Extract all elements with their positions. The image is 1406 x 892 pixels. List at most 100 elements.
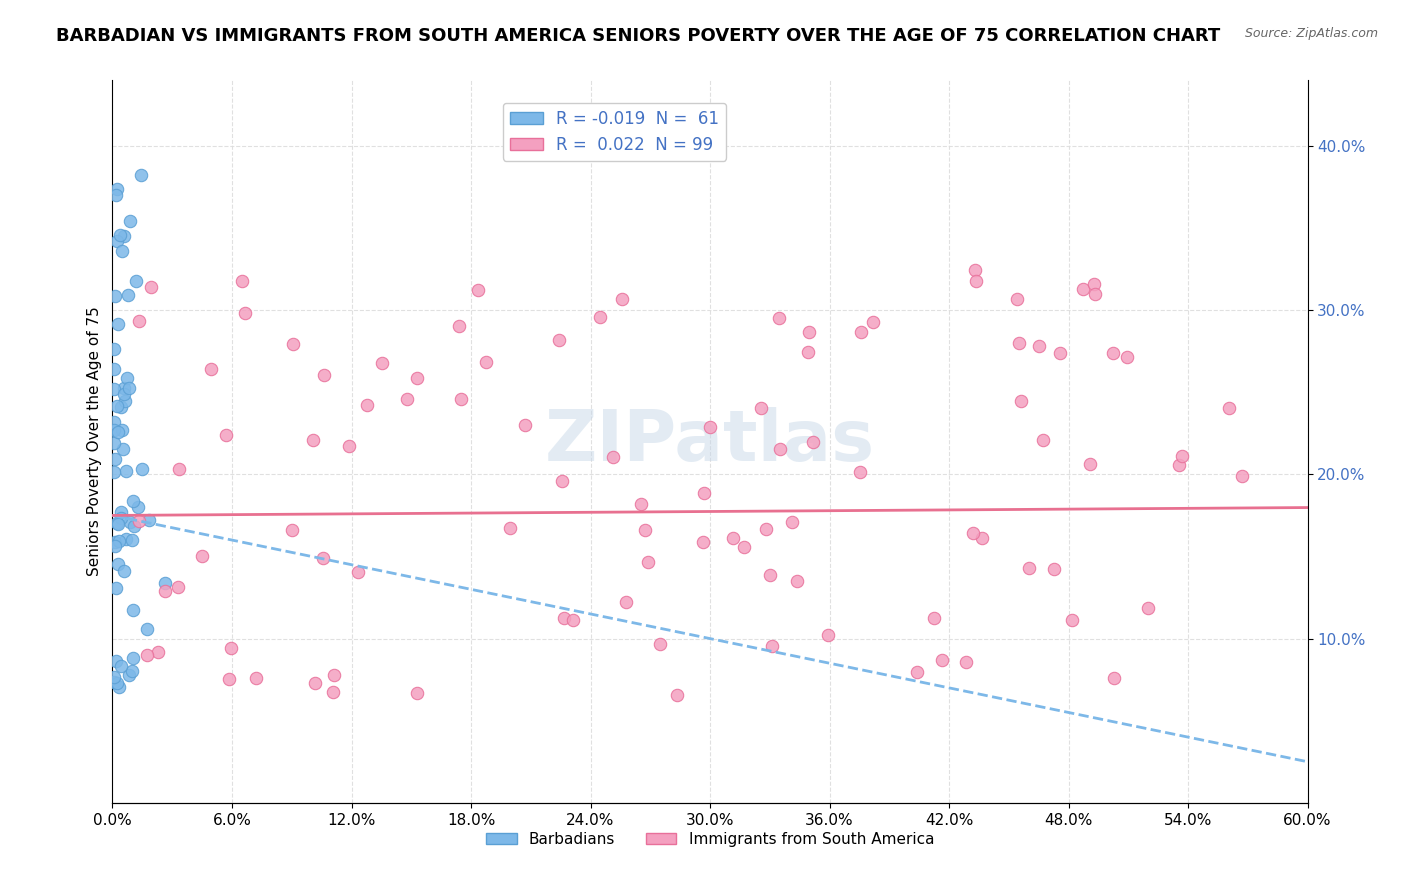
Point	[1028, 338, 1050, 352]
Point	[103, 382, 125, 396]
Point	[589, 310, 612, 324]
Point	[1032, 433, 1054, 447]
Point	[103, 436, 125, 450]
Point	[396, 392, 419, 406]
Point	[1171, 449, 1194, 463]
Point	[110, 510, 132, 524]
Point	[107, 317, 129, 331]
Point	[112, 229, 135, 244]
Point	[103, 343, 125, 357]
Point	[107, 557, 129, 571]
Point	[1071, 282, 1094, 296]
Point	[104, 451, 127, 466]
Point	[129, 168, 152, 182]
Point	[347, 565, 370, 579]
Point	[127, 500, 149, 514]
Point	[135, 648, 157, 663]
Point	[614, 595, 637, 609]
Point	[1010, 394, 1032, 409]
Point	[602, 450, 624, 464]
Point	[122, 650, 145, 665]
Point	[103, 675, 125, 690]
Point	[692, 535, 714, 549]
Point	[634, 524, 657, 538]
Point	[322, 667, 344, 681]
Point	[513, 418, 536, 433]
Point	[105, 181, 128, 195]
Point	[1137, 600, 1160, 615]
Point	[141, 280, 163, 294]
Y-axis label: Seniors Poverty Over the Age of 75: Seniors Poverty Over the Age of 75	[87, 307, 103, 576]
Point	[104, 654, 127, 668]
Point	[371, 356, 394, 370]
Point	[1062, 613, 1084, 627]
Point	[1078, 457, 1101, 471]
Point	[103, 361, 125, 376]
Point	[322, 685, 344, 699]
Point	[155, 584, 177, 599]
Point	[114, 393, 136, 408]
Point	[356, 398, 378, 412]
Point	[122, 603, 145, 617]
Point	[153, 575, 176, 590]
Point	[761, 639, 783, 653]
Point	[117, 288, 139, 302]
Point	[304, 675, 326, 690]
Point	[103, 465, 125, 479]
Point	[1005, 292, 1028, 306]
Point	[110, 505, 132, 519]
Point	[817, 628, 839, 642]
Point	[136, 623, 159, 637]
Point	[1083, 287, 1105, 301]
Point	[801, 435, 824, 450]
Point	[104, 289, 127, 303]
Point	[122, 519, 145, 533]
Point	[231, 274, 253, 288]
Point	[755, 522, 778, 536]
Point	[108, 534, 131, 549]
Point	[214, 428, 236, 442]
Legend: Barbadians, Immigrants from South America: Barbadians, Immigrants from South Americ…	[479, 826, 941, 853]
Point	[104, 539, 127, 553]
Point	[105, 234, 128, 248]
Point	[768, 310, 790, 325]
Point	[146, 645, 169, 659]
Point	[758, 568, 780, 582]
Point	[110, 659, 132, 673]
Point	[1116, 350, 1139, 364]
Point	[699, 419, 721, 434]
Point	[905, 665, 928, 679]
Point	[447, 319, 470, 334]
Point	[1101, 345, 1123, 359]
Point	[112, 387, 135, 401]
Point	[1232, 469, 1254, 483]
Point	[551, 474, 574, 488]
Point	[797, 325, 820, 339]
Point	[121, 533, 143, 548]
Point	[104, 535, 127, 549]
Point	[110, 400, 132, 414]
Point	[138, 513, 160, 527]
Point	[796, 345, 818, 359]
Point	[1218, 401, 1240, 415]
Point	[104, 581, 127, 595]
Point	[965, 274, 987, 288]
Point	[862, 315, 884, 329]
Point	[245, 671, 267, 685]
Point	[474, 355, 496, 369]
Point	[190, 549, 212, 563]
Point	[548, 333, 571, 347]
Text: ZIPatlas: ZIPatlas	[546, 407, 875, 476]
Point	[749, 401, 772, 415]
Point	[723, 531, 745, 545]
Point	[118, 668, 141, 682]
Point	[107, 516, 129, 531]
Point	[112, 564, 135, 578]
Point	[128, 514, 150, 528]
Point	[1083, 277, 1105, 292]
Point	[121, 664, 143, 678]
Point	[610, 292, 633, 306]
Point	[955, 655, 977, 669]
Point	[768, 442, 790, 456]
Point	[128, 313, 150, 327]
